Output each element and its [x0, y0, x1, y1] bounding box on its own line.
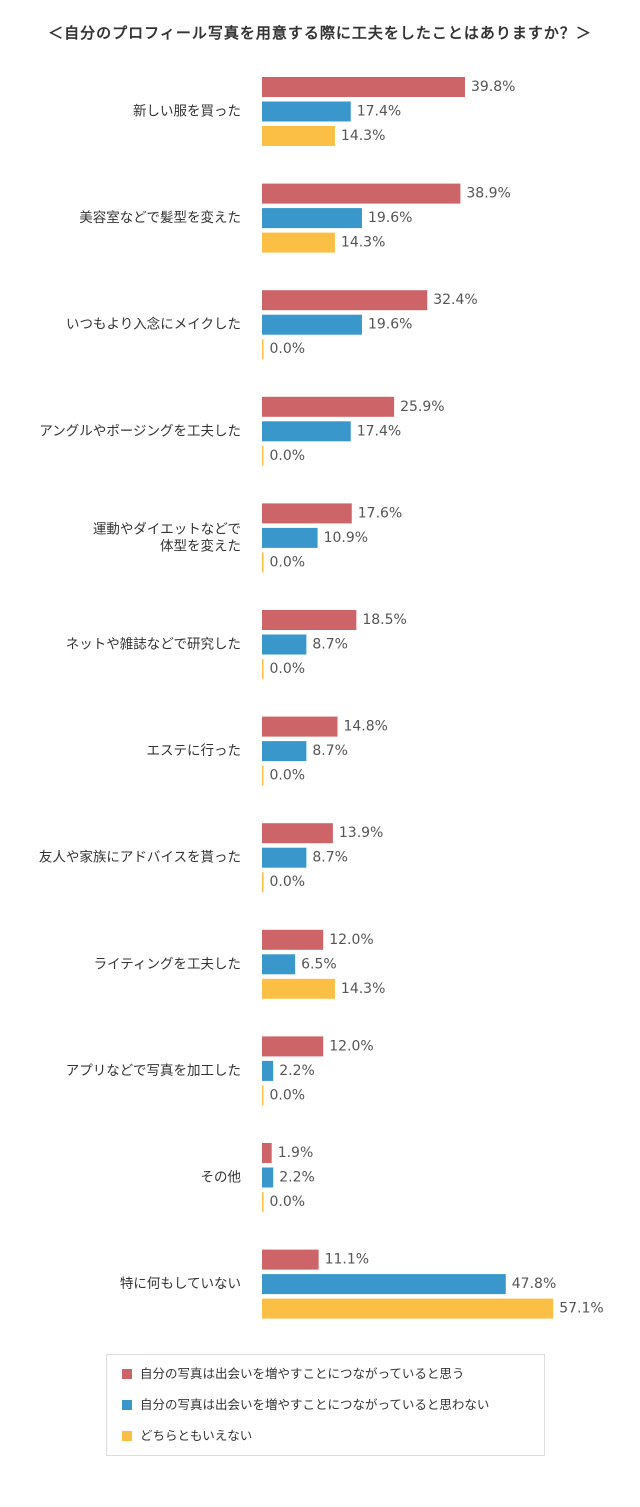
value-label: 17.6%	[358, 505, 402, 521]
category-label: 美容室などで髪型を変えた	[79, 209, 241, 226]
bar-disagree	[262, 634, 307, 655]
bar-agree	[262, 503, 352, 524]
value-label: 2.2%	[279, 1063, 315, 1079]
bar-disagree	[262, 1274, 506, 1295]
bar-agree	[262, 716, 338, 737]
bar-disagree	[262, 1167, 274, 1188]
category-label: アングルやポージングを工夫した	[39, 423, 241, 439]
value-label: 8.7%	[312, 637, 348, 653]
value-label: 2.2%	[279, 1170, 315, 1186]
chart-title: ＜自分のプロフィール写真を用意する際に工夫をしたことはありますか？＞	[48, 24, 592, 42]
bar-agree	[262, 1249, 319, 1270]
legend-swatch-disagree	[122, 1400, 132, 1410]
value-label: 0.0%	[270, 341, 306, 357]
value-label: 57.1%	[559, 1301, 603, 1317]
bar-chart: 新しい服を買った 39.8% 17.4% 14.3% 美容室などで髪型を変えた 38.9%…	[39, 77, 604, 1319]
category-label: エステに行った	[147, 743, 242, 759]
bar-agree	[262, 290, 428, 311]
bar-neutral	[262, 1298, 554, 1319]
value-label: 8.7%	[312, 743, 348, 759]
bar-agree	[262, 610, 357, 630]
bar-agree	[262, 183, 461, 204]
legend-swatch-neutral	[122, 1431, 132, 1441]
legend-swatch-agree	[122, 1369, 132, 1379]
bar-neutral	[262, 659, 264, 679]
value-label: 11.1%	[325, 1252, 369, 1268]
value-label: 6.5%	[301, 956, 337, 972]
bar-neutral	[262, 1085, 264, 1106]
category-label: ネットや雑誌などで研究した	[66, 637, 241, 653]
bar-agree	[262, 1143, 272, 1163]
bar-neutral	[262, 1192, 264, 1212]
bar-disagree	[262, 847, 307, 868]
value-label: 12.0%	[329, 932, 373, 948]
value-label: 10.9%	[324, 530, 368, 546]
value-label: 14.3%	[341, 235, 385, 251]
value-label: 8.7%	[312, 850, 348, 866]
value-label: 38.9%	[466, 186, 510, 202]
legend-label-disagree: 自分の写真は出会いを増やすことにつながっていると思わない	[140, 1397, 490, 1412]
value-label: 0.0%	[270, 1087, 306, 1103]
bar-neutral	[262, 126, 335, 146]
category-label: 運動やダイエットなどで	[93, 521, 241, 537]
value-label: 0.0%	[270, 1194, 306, 1210]
value-label: 17.4%	[357, 104, 401, 120]
value-label: 32.4%	[433, 292, 477, 308]
value-label: 14.3%	[341, 128, 385, 144]
category-label: その他	[201, 1170, 242, 1186]
bar-disagree	[262, 101, 351, 122]
category-label: 体型を変えた	[160, 537, 241, 554]
category-label: 特に何もしていない	[120, 1276, 241, 1292]
value-label: 0.0%	[270, 448, 306, 464]
category-label: 友人や家族にアドバイスを貰った	[39, 849, 241, 866]
value-label: 13.9%	[339, 825, 383, 841]
bar-neutral	[262, 445, 264, 466]
value-label: 0.0%	[270, 661, 306, 677]
bar-disagree	[262, 741, 307, 762]
value-label: 12.0%	[329, 1038, 373, 1054]
value-label: 39.8%	[471, 79, 515, 95]
bar-disagree	[262, 314, 362, 335]
bar-neutral	[262, 872, 264, 893]
bar-agree	[262, 77, 465, 97]
bar-disagree	[262, 527, 318, 548]
value-label: 1.9%	[278, 1145, 314, 1161]
value-label: 19.6%	[368, 317, 412, 333]
bar-neutral	[262, 978, 335, 999]
bar-disagree	[262, 421, 351, 442]
bar-agree	[262, 823, 333, 844]
bar-disagree	[262, 954, 296, 975]
category-label: ライティングを工夫した	[94, 956, 241, 972]
value-label: 0.0%	[270, 554, 306, 570]
legend: 自分の写真は出会いを増やすことにつながっていると思う 自分の写真は出会いを増やす…	[106, 1354, 545, 1456]
value-label: 47.8%	[512, 1276, 556, 1292]
value-label: 17.4%	[357, 423, 401, 439]
bar-agree	[262, 1036, 324, 1057]
bar-disagree	[262, 1060, 274, 1081]
value-label: 25.9%	[400, 399, 444, 415]
legend-label-neutral: どちらともいえない	[140, 1428, 253, 1443]
value-label: 14.8%	[343, 719, 387, 735]
legend-label-agree: 自分の写真は出会いを増やすことにつながっていると思う	[140, 1366, 465, 1381]
bar-neutral	[262, 339, 264, 360]
bar-disagree	[262, 208, 362, 229]
bar-agree	[262, 929, 324, 950]
value-label: 19.6%	[368, 210, 412, 226]
value-label: 0.0%	[270, 874, 306, 890]
category-label: アプリなどで写真を加工した	[66, 1063, 241, 1079]
category-label: 新しい服を買った	[133, 104, 241, 120]
bar-neutral	[262, 232, 335, 253]
value-label: 14.3%	[341, 981, 385, 997]
value-label: 18.5%	[362, 612, 406, 628]
category-label: いつもより入念にメイクした	[66, 316, 241, 333]
value-label: 0.0%	[270, 768, 306, 784]
bar-neutral	[262, 552, 264, 573]
bar-neutral	[262, 765, 264, 786]
bar-agree	[262, 396, 395, 417]
